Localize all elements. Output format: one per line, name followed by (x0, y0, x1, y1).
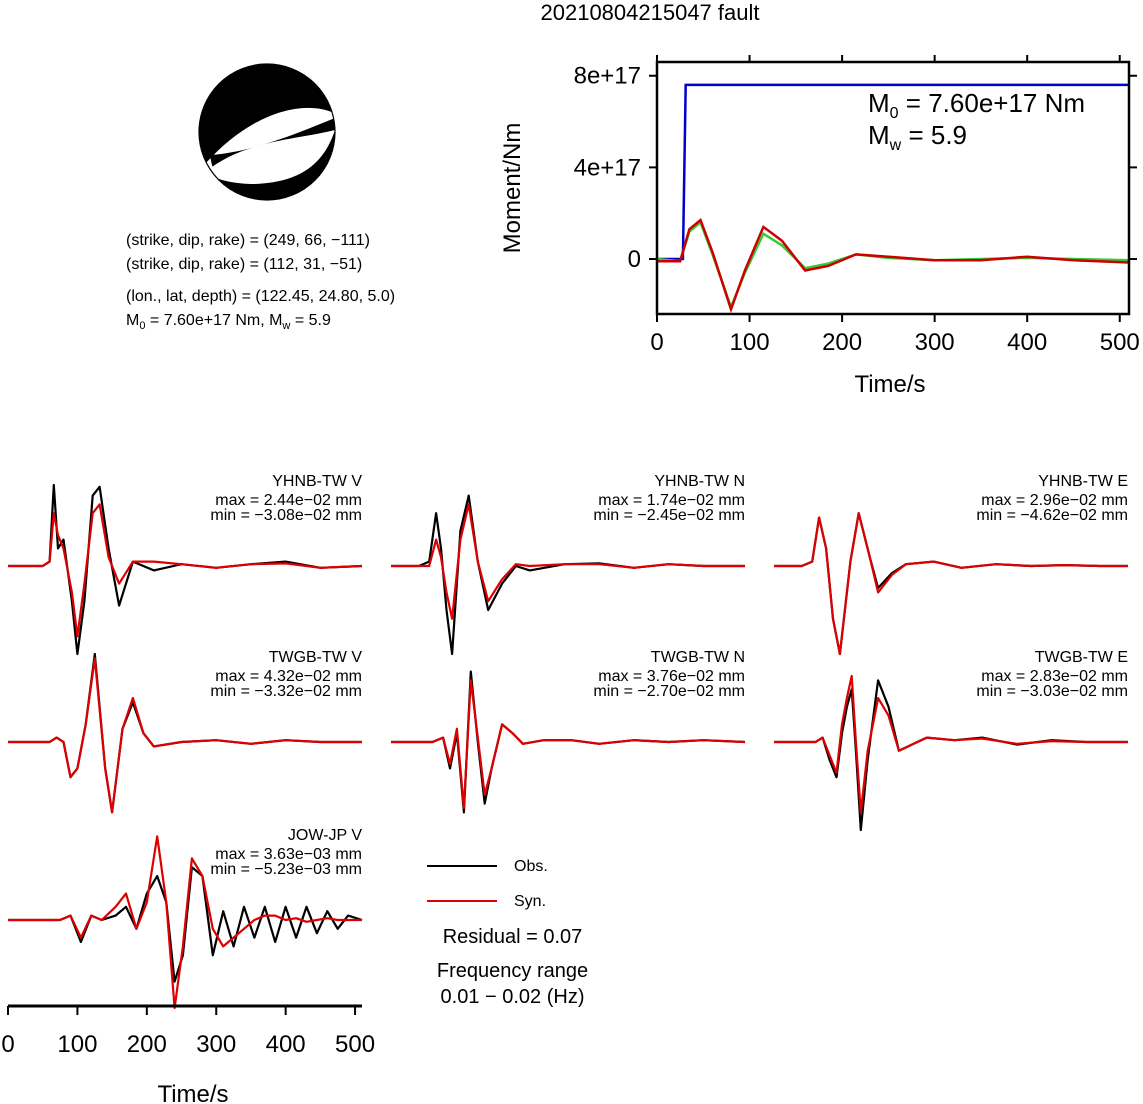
moment-xlabel: Time/s (854, 371, 925, 398)
moment-xtick-label: 500 (1100, 329, 1140, 356)
legend-lines (427, 865, 497, 902)
waveform-panel (774, 512, 1128, 656)
station-name: JOW-JP V (287, 827, 362, 844)
syn-trace (774, 674, 1128, 814)
time-axis-tick-label: 200 (127, 1031, 167, 1058)
moment-xtick-label: 400 (1007, 329, 1047, 356)
station-label: YHNB-TW N max = 1.74e−02 mm min = −2.45e−0… (385, 473, 745, 524)
station-min: min = −4.62e−02 mm (976, 507, 1128, 524)
station-max: max = 3.76e−02 mm (598, 668, 745, 685)
syn-trace (391, 503, 745, 620)
strike-dip-rake-1: (strike, dip, rake) = (249, 66, −111) (126, 232, 370, 249)
moment-ytick-label: 8e+17 (574, 63, 641, 90)
moment-plot-frame (655, 60, 1131, 316)
station-label: TWGB-TW V max = 4.32e−02 mm min = −3.32e−0… (2, 649, 362, 700)
moment-ytick-label: 4e+17 (574, 154, 641, 181)
moment-ylabel: Moment/Nm (499, 123, 526, 254)
syn-trace (391, 679, 746, 810)
m0-subscript: 0 (139, 320, 146, 333)
station-max: max = 1.74e−02 mm (598, 492, 745, 509)
station-max: max = 3.63e−03 mm (215, 846, 362, 863)
legend-obs-label: Obs. (514, 858, 548, 875)
station-name: YHNB-TW V (272, 473, 362, 490)
station-min: min = −3.03e−02 mm (976, 683, 1128, 700)
station-name: YHNB-TW N (654, 473, 745, 490)
syn-trace (8, 657, 362, 814)
time-axis-tick-label: 400 (266, 1031, 306, 1058)
waveform-panel (391, 670, 746, 814)
moment-xtick-label: 100 (730, 329, 770, 356)
time-axis-xlabel: Time/s (157, 1081, 228, 1104)
station-min: min = −5.23e−03 mm (210, 861, 362, 878)
syn-trace (774, 512, 1128, 656)
time-axis-tick-label: 0 (1, 1031, 14, 1058)
moment-series-2 (657, 218, 1130, 314)
moment-annot-m0: M0 = 7.60e+17 Nm (868, 88, 1085, 122)
location-depth: (lon., lat, depth) = (122.45, 24.80, 5.0… (126, 288, 396, 305)
syn-trace (8, 503, 363, 638)
syn-trace (8, 835, 362, 1010)
moment-annot-mw: Mw = 5.9 (868, 120, 967, 154)
waveform-panel (391, 494, 745, 656)
station-min: min = −2.45e−02 mm (593, 507, 745, 524)
moment-xtick-label: 0 (650, 329, 663, 356)
frequency-range-value: 0.01 − 0.02 (Hz) (440, 986, 585, 1008)
station-name: TWGB-TW E (1034, 649, 1128, 666)
frequency-range-label: Frequency range (436, 960, 589, 982)
station-max: max = 4.32e−02 mm (215, 668, 362, 685)
strike-dip-rake-2: (strike, dip, rake) = (112, 31, −51) (126, 256, 363, 273)
waveform-panel (774, 674, 1128, 832)
obs-trace (774, 679, 1128, 832)
station-label: JOW-JP V max = 3.63e−03 mm min = −5.23e−03… (2, 827, 362, 878)
figure-title: 20210804215047 fault (540, 0, 760, 25)
waveform-panel (8, 835, 363, 1010)
focal-mechanism-icon (198, 63, 336, 201)
waveform-panel (8, 652, 362, 814)
m0-symbol: M (126, 312, 140, 329)
m0-value-text: = 7.60e+17 Nm, M (145, 312, 283, 329)
mw-subscript: w (282, 320, 291, 333)
moment-magnitude: M0 = 7.60e+17 Nm, Mw = 5.9 (126, 312, 331, 332)
moment-xtick-label: 200 (822, 329, 862, 356)
time-axis-tick-label: 300 (196, 1031, 236, 1058)
waveform-panel (8, 483, 363, 656)
moment-series-1 (656, 220, 1130, 311)
legend-syn-label: Syn. (514, 893, 547, 910)
moment-ytick-label: 0 (628, 246, 641, 273)
station-name: TWGB-TW V (268, 649, 362, 666)
time-axis-tick-label: 100 (57, 1031, 97, 1058)
moment-xtick-label: 300 (915, 329, 955, 356)
station-max: max = 2.44e−02 mm (215, 492, 362, 509)
station-min: min = −3.32e−02 mm (210, 683, 362, 700)
time-axis-tick-label: 500 (335, 1031, 375, 1058)
station-name: TWGB-TW N (650, 649, 745, 666)
residual-text: Residual = 0.07 (442, 926, 583, 948)
waveform-panels: 0 100 200 300 400 500 Time/s (1, 483, 1128, 1104)
station-max: max = 2.96e−02 mm (981, 492, 1128, 509)
moment-series-0 (657, 83, 1129, 261)
station-label: YHNB-TW E max = 2.96e−02 mm min = −4.62e−0… (768, 473, 1128, 524)
station-label: TWGB-TW N max = 3.76e−02 mm min = −2.70e−0… (385, 649, 745, 700)
station-min: min = −2.70e−02 mm (593, 683, 745, 700)
station-label: YHNB-TW V max = 2.44e−02 mm min = −3.08e−0… (2, 473, 362, 524)
station-max: max = 2.83e−02 mm (981, 668, 1128, 685)
station-label: TWGB-TW E max = 2.83e−02 mm min = −3.03e−0… (768, 649, 1128, 700)
obs-trace (774, 512, 1128, 656)
moment-chart: 0 100 200 300 400 500 0 4e+17 8e+17 Time/s Mome… (499, 55, 1140, 398)
station-name: YHNB-TW E (1038, 473, 1128, 490)
station-min: min = −3.08e−02 mm (210, 507, 362, 524)
mw-value-text: = 5.9 (290, 312, 331, 329)
